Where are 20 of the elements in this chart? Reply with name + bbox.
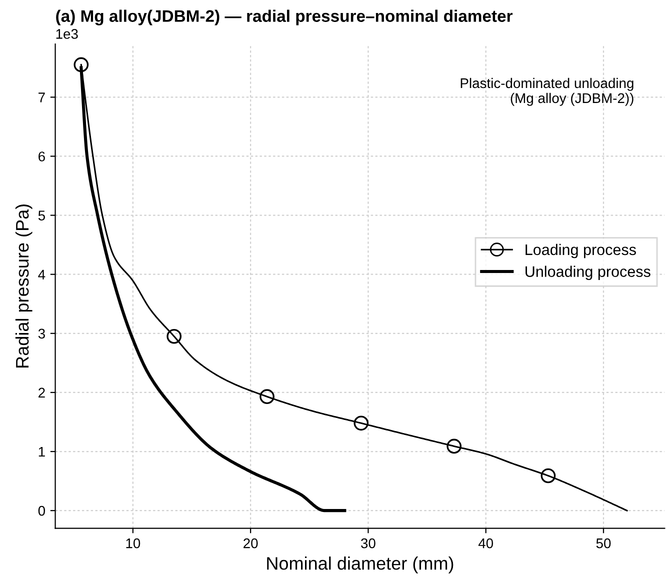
x-tick-label: 20 bbox=[244, 538, 258, 548]
y-tick-label: 7 bbox=[38, 92, 45, 102]
x-tick-label: 40 bbox=[478, 538, 494, 548]
text: 1e3 bbox=[56, 29, 78, 39]
legend-label: Unloading process bbox=[526, 266, 650, 280]
y-tick-label: 1 bbox=[38, 447, 45, 457]
y-axis-title: Radial pressure (Pa) bbox=[15, 204, 32, 368]
chart-title: (a) Mg alloy(JDBM-2) — radial pressure–nominal diameter bbox=[56, 10, 513, 26]
y-tick-label: 3 bbox=[38, 328, 45, 339]
annotation: Plastic-dominated unloading (Mg alloy (JDBM-2)) bbox=[460, 78, 634, 106]
y-tick-label: 5 bbox=[38, 210, 45, 220]
y-tick-label: 2 bbox=[38, 388, 45, 398]
x-tick-label: 30 bbox=[361, 538, 376, 548]
y-tick-label: 0 bbox=[38, 506, 46, 516]
x-tick-label: 10 bbox=[126, 538, 140, 548]
legend-label: Loading process bbox=[526, 244, 636, 258]
y-tick-label: 4 bbox=[38, 270, 46, 280]
x-axis-title: Nominal diameter (mm) bbox=[267, 556, 454, 574]
x-tick-label: 50 bbox=[596, 538, 611, 548]
y-tick-label: 6 bbox=[38, 152, 45, 162]
